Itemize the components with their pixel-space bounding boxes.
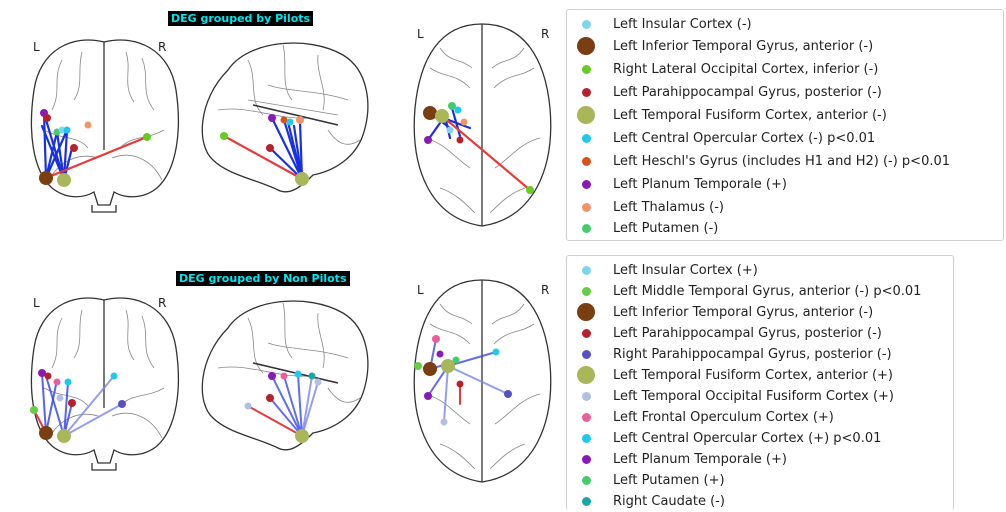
legend-marker [582, 433, 591, 443]
legend-label: Left Parahippocampal Gyrus, posterior (-… [613, 84, 882, 100]
axial-right-label: R [541, 27, 550, 41]
panel-non-pilots: DEG grouped by Non Pilots L R [0, 250, 1006, 510]
legend-label: Left Insular Cortex (+) [613, 262, 758, 278]
legend-label: Left Central Opercular Cortex (+) p<0.01 [613, 430, 882, 446]
legend-label: Left Planum Temporale (+) [613, 176, 787, 192]
legend-marker [582, 64, 591, 74]
legend-marker [582, 475, 591, 485]
legend-label: Left Inferior Temporal Gyrus, anterior (… [613, 304, 874, 320]
legend-marker [582, 223, 591, 233]
sagittal-brain-view [201, 300, 369, 451]
coronal-right-label: R [158, 296, 167, 310]
legend-marker [582, 286, 591, 296]
connections [40, 111, 149, 182]
coronal-brain-view [30, 297, 180, 471]
legend-non-pilots: Left Insular Cortex (+) Left Middle Temp… [566, 255, 954, 510]
axial-brain-view [413, 279, 552, 483]
legend-marker [582, 265, 591, 275]
legend-marker [577, 37, 595, 55]
legend-label: Left Temporal Fusiform Cortex, anterior … [613, 367, 894, 383]
legend-marker [582, 156, 591, 166]
legend-label: Left Middle Temporal Gyrus, anterior (-)… [613, 283, 922, 299]
legend-marker [582, 202, 591, 212]
legend-marker [577, 303, 595, 321]
legend-label: Left Putamen (+) [613, 472, 725, 488]
legend-marker [577, 366, 595, 384]
legend-marker [582, 454, 591, 464]
coronal-right-label: R [158, 40, 167, 54]
legend-label: Right Parahippocampal Gyrus, posterior (… [613, 346, 892, 362]
legend-marker [582, 391, 591, 401]
legend-pilots: Left Insular Cortex (-) Left Inferior Te… [566, 9, 1004, 241]
legend-marker [582, 19, 591, 29]
axial-left-label: L [417, 283, 424, 297]
legend-label: Left Putamen (-) [613, 220, 719, 236]
legend-label: Left Temporal Occipital Fusiform Cortex … [613, 388, 894, 404]
legend-marker [582, 133, 591, 143]
legend-label: Left Insular Cortex (-) [613, 16, 752, 32]
legend-marker [582, 179, 591, 189]
legend-label: Left Inferior Temporal Gyrus, anterior (… [613, 38, 874, 54]
legend-label: Left Planum Temporale (+) [613, 451, 787, 467]
legend-label: Left Heschl's Gyrus (includes H1 and H2)… [613, 153, 951, 169]
legend-label: Left Thalamus (-) [613, 199, 724, 215]
legend-marker [582, 328, 591, 338]
legend-label: Left Parahippocampal Gyrus, posterior (-… [613, 325, 882, 341]
axial-brain-view [413, 23, 552, 227]
legend-marker [582, 349, 591, 359]
legend-marker [582, 412, 591, 422]
axial-left-label: L [417, 27, 424, 41]
legend-label: Right Caudate (-) [613, 493, 725, 509]
legend-marker [577, 106, 595, 124]
legend-label: Left Temporal Fusiform Cortex, anterior … [613, 107, 887, 123]
coronal-left-label: L [33, 40, 40, 54]
coronal-left-label: L [33, 296, 40, 310]
nodes [39, 109, 151, 187]
legend-marker [582, 87, 591, 97]
axial-right-label: R [541, 283, 550, 297]
panel-title: DEG grouped by Pilots [168, 11, 314, 26]
panel-title: DEG grouped by Non Pilots [176, 271, 350, 286]
legend-label: Right Lateral Occipital Cortex, inferior… [613, 61, 879, 77]
sagittal-brain-view [201, 42, 369, 193]
legend-label: Left Frontal Operculum Cortex (+) [613, 409, 834, 425]
legend-label: Left Central Opercular Cortex (-) p<0.01 [613, 130, 876, 146]
coronal-brain-view [30, 39, 180, 213]
legend-marker [582, 496, 591, 506]
panel-pilots: DEG grouped by Pilots L R [0, 0, 1006, 250]
